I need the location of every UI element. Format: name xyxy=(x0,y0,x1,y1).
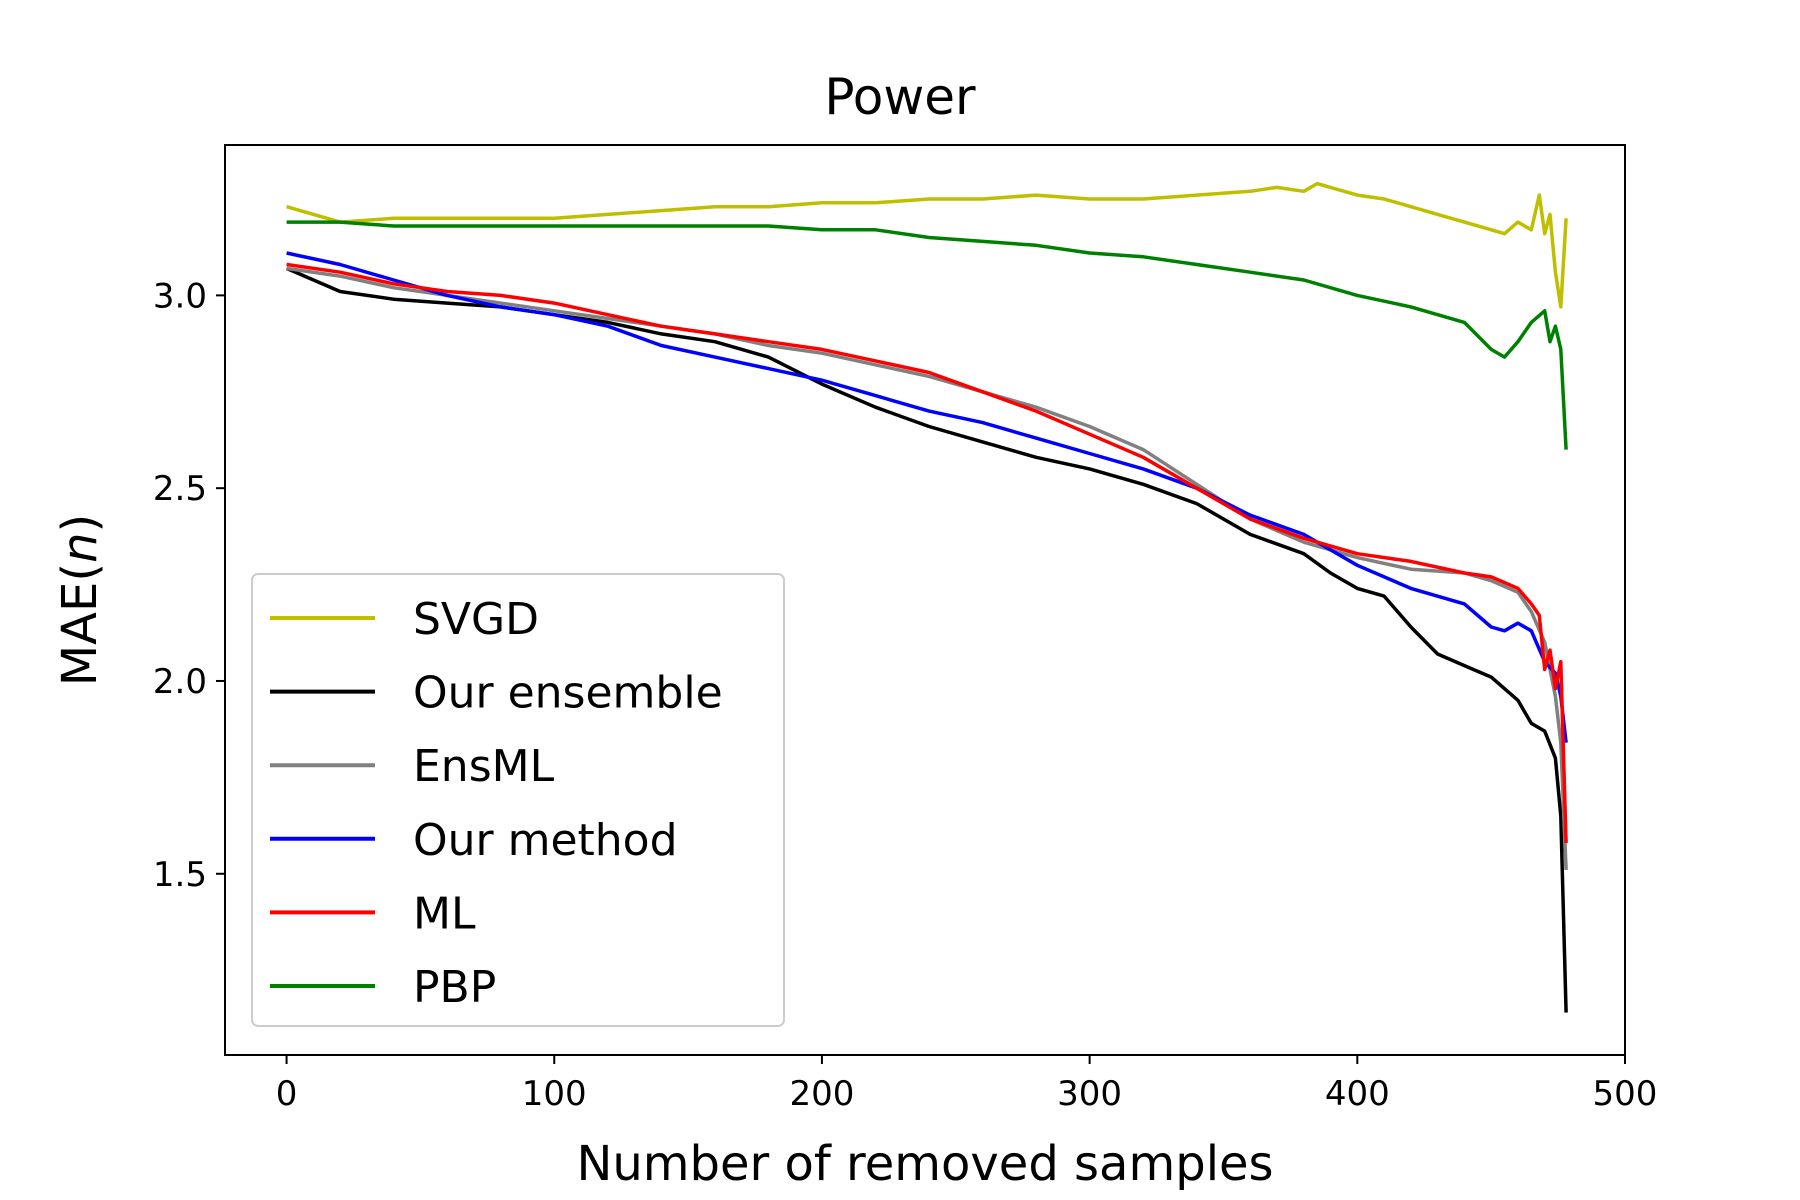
legend-label-0: SVGD xyxy=(413,594,539,645)
legend-label-2: EnsML xyxy=(413,741,555,792)
y-tick-label: 2.5 xyxy=(153,469,207,509)
series-line-2 xyxy=(286,266,1568,870)
x-tick-label: 0 xyxy=(276,1074,298,1114)
y-tick-label: 1.5 xyxy=(153,855,207,895)
x-tick-label: 400 xyxy=(1325,1074,1390,1114)
x-axis-label: Number of removed samples xyxy=(576,1136,1273,1192)
legend-label-3: Our method xyxy=(413,815,678,866)
y-axis-label-var: n xyxy=(52,533,108,563)
y-axis-label: MAE(n) xyxy=(52,514,108,686)
y-axis-label-prefix: MAE( xyxy=(52,563,108,686)
series-line-0 xyxy=(286,181,1568,309)
y-tick-label: 3.0 xyxy=(153,276,207,316)
x-tick-label: 200 xyxy=(789,1074,854,1114)
x-tick-label: 300 xyxy=(1057,1074,1122,1114)
tick-layer: 0 100 200 300 400 500 1.5 2.0 2.5 3.0 xyxy=(153,276,1658,1114)
x-tick-label: 500 xyxy=(1593,1074,1658,1114)
series-layer xyxy=(285,181,1568,1013)
plot-frame xyxy=(224,144,1626,1056)
series-line-4 xyxy=(286,262,1568,843)
legend-label-1: Our ensemble xyxy=(413,668,723,719)
chart-title: Power xyxy=(824,68,976,126)
x-tick-label: 100 xyxy=(522,1074,587,1114)
series-line-3 xyxy=(286,251,1568,743)
legend-label-5: PBP xyxy=(413,962,496,1013)
y-axis-label-suffix: ) xyxy=(52,514,108,533)
y-tick-label: 2.0 xyxy=(153,662,207,702)
legend-label-4: ML xyxy=(413,888,476,939)
series-line-5 xyxy=(286,220,1568,450)
legend: SVGD Our ensemble EnsML Our method ML PBP xyxy=(251,573,785,1027)
legend-box xyxy=(251,573,785,1027)
